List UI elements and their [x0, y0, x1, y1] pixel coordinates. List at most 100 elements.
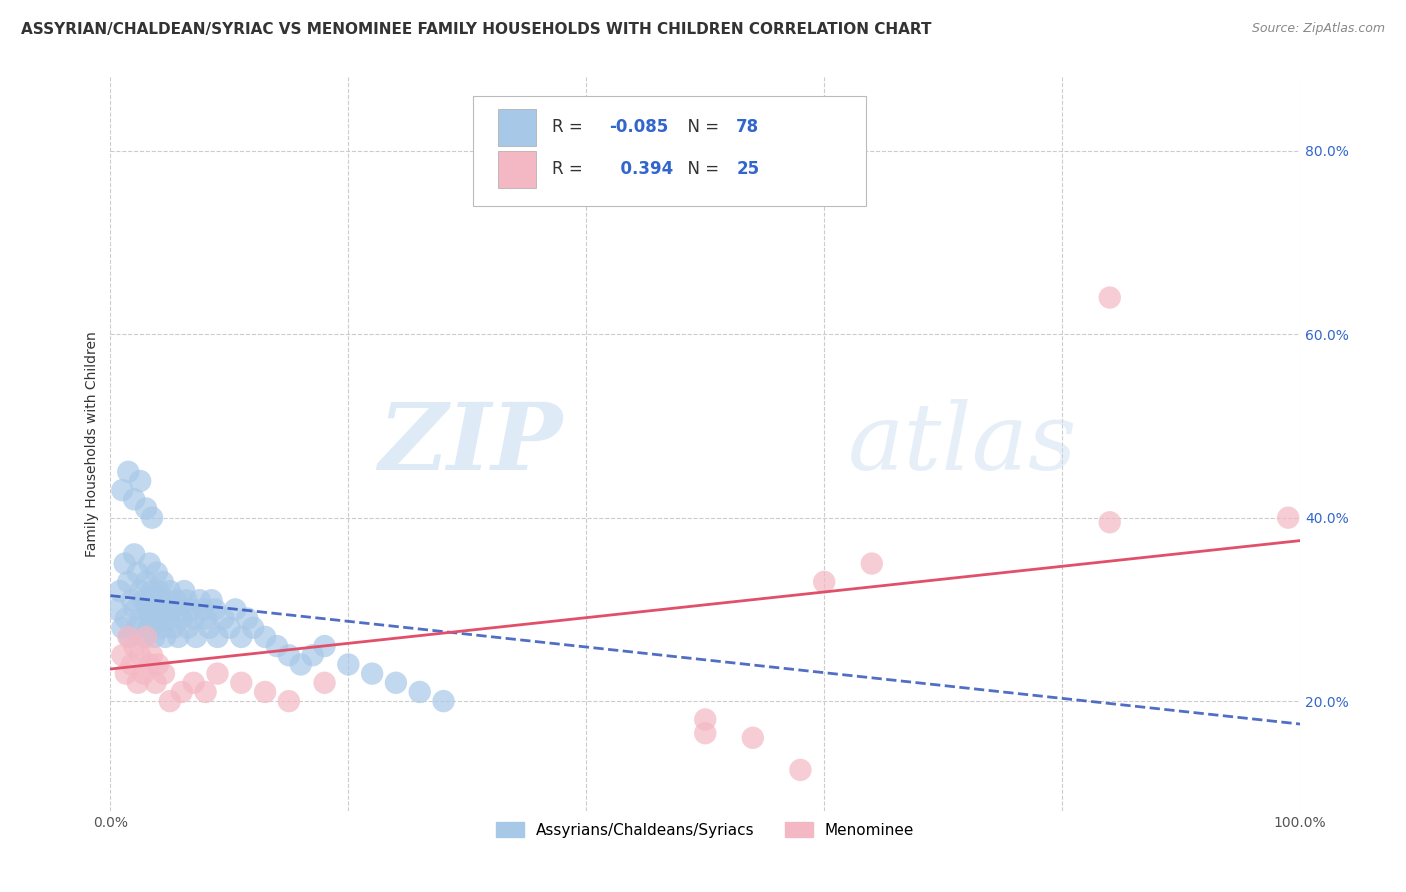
- Point: [117, 630, 139, 644]
- Point: [194, 611, 217, 625]
- Point: [155, 593, 177, 607]
- Point: [129, 648, 152, 663]
- Point: [695, 713, 717, 727]
- Point: [132, 593, 155, 607]
- Point: [121, 593, 143, 607]
- Point: [165, 593, 187, 607]
- Point: [146, 566, 169, 580]
- Point: [121, 657, 143, 672]
- Point: [138, 557, 160, 571]
- Point: [254, 685, 277, 699]
- Point: [148, 611, 170, 625]
- Point: [117, 465, 139, 479]
- Point: [361, 666, 384, 681]
- Point: [114, 557, 136, 571]
- Point: [337, 657, 360, 672]
- Point: [231, 630, 253, 644]
- Point: [193, 602, 215, 616]
- Point: [111, 483, 134, 498]
- Point: [149, 593, 172, 607]
- Point: [1098, 291, 1121, 305]
- Point: [129, 584, 152, 599]
- Point: [117, 574, 139, 589]
- Point: [170, 685, 193, 699]
- FancyBboxPatch shape: [498, 109, 536, 145]
- Point: [118, 630, 141, 644]
- Point: [138, 657, 160, 672]
- Text: R =: R =: [551, 161, 588, 178]
- Point: [159, 584, 181, 599]
- Point: [127, 675, 149, 690]
- Point: [167, 630, 190, 644]
- Point: [266, 639, 288, 653]
- Text: atlas: atlas: [848, 400, 1077, 490]
- Point: [173, 584, 195, 599]
- Point: [231, 675, 253, 690]
- Text: ASSYRIAN/CHALDEAN/SYRIAC VS MENOMINEE FAMILY HOUSEHOLDS WITH CHILDREN CORRELATIO: ASSYRIAN/CHALDEAN/SYRIAC VS MENOMINEE FA…: [21, 22, 932, 37]
- Point: [156, 611, 179, 625]
- Point: [183, 675, 205, 690]
- Point: [152, 574, 174, 589]
- Point: [135, 574, 157, 589]
- Point: [141, 584, 163, 599]
- Point: [129, 474, 152, 488]
- Point: [162, 621, 184, 635]
- Point: [188, 593, 211, 607]
- Point: [385, 675, 408, 690]
- Point: [108, 584, 131, 599]
- Y-axis label: Family Households with Children: Family Households with Children: [86, 332, 100, 558]
- Point: [111, 621, 134, 635]
- Point: [115, 611, 138, 625]
- Text: ZIP: ZIP: [378, 400, 562, 490]
- Point: [218, 621, 240, 635]
- Point: [142, 593, 165, 607]
- Point: [146, 657, 169, 672]
- Point: [132, 666, 155, 681]
- Point: [860, 557, 883, 571]
- Point: [741, 731, 763, 745]
- Text: N =: N =: [676, 119, 724, 136]
- Point: [183, 611, 205, 625]
- Point: [277, 694, 299, 708]
- Point: [813, 574, 835, 589]
- Point: [1277, 510, 1299, 524]
- Point: [169, 602, 191, 616]
- Point: [136, 602, 159, 616]
- Point: [141, 510, 163, 524]
- Point: [176, 593, 198, 607]
- Point: [198, 621, 221, 635]
- Point: [314, 675, 336, 690]
- Point: [122, 639, 145, 653]
- Point: [111, 648, 134, 663]
- Point: [159, 694, 181, 708]
- Point: [145, 602, 167, 616]
- Point: [162, 602, 184, 616]
- Point: [135, 630, 157, 644]
- Text: -0.085: -0.085: [609, 119, 668, 136]
- Point: [409, 685, 432, 699]
- Legend: Assyrians/Chaldeans/Syriacs, Menominee: Assyrians/Chaldeans/Syriacs, Menominee: [491, 815, 921, 844]
- Point: [194, 685, 217, 699]
- Point: [184, 630, 207, 644]
- Point: [141, 648, 163, 663]
- Point: [207, 630, 229, 644]
- Point: [789, 763, 811, 777]
- Point: [150, 621, 173, 635]
- Point: [139, 611, 162, 625]
- Point: [127, 566, 149, 580]
- Point: [177, 621, 200, 635]
- Point: [1098, 516, 1121, 530]
- Point: [153, 602, 176, 616]
- Point: [146, 584, 169, 599]
- Text: R =: R =: [551, 119, 588, 136]
- Point: [204, 602, 226, 616]
- Point: [143, 630, 166, 644]
- Point: [122, 547, 145, 561]
- Point: [105, 602, 128, 616]
- Point: [124, 602, 146, 616]
- Point: [207, 666, 229, 681]
- Point: [432, 694, 454, 708]
- Text: Source: ZipAtlas.com: Source: ZipAtlas.com: [1251, 22, 1385, 36]
- Text: 25: 25: [737, 161, 759, 178]
- Point: [122, 492, 145, 507]
